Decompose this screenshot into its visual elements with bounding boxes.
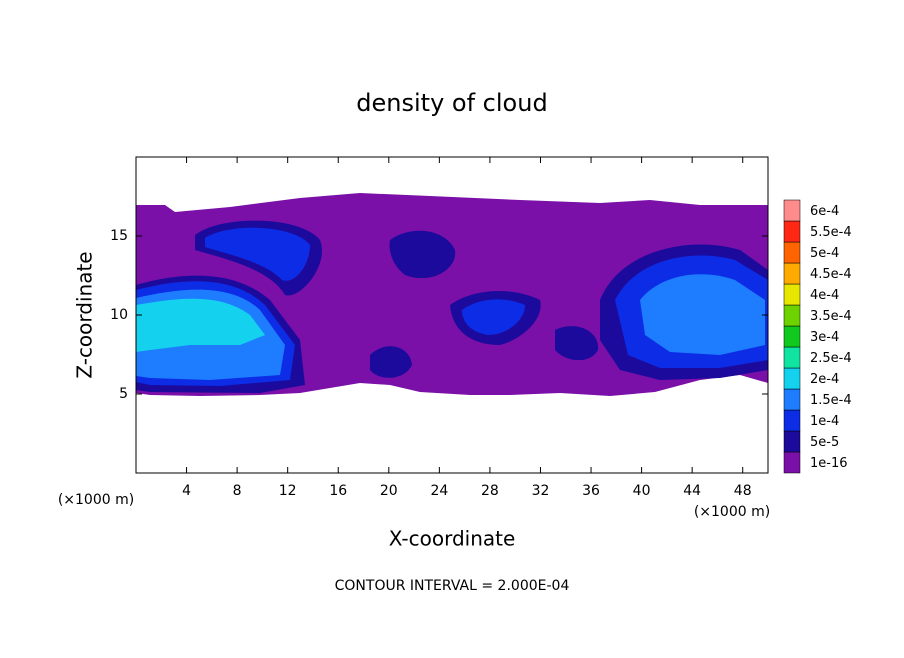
x-tick-label: 44 bbox=[683, 483, 701, 499]
field-region bbox=[370, 346, 412, 378]
colorbar-swatch bbox=[783, 262, 801, 285]
field-region bbox=[205, 227, 310, 281]
x-tick-label: 12 bbox=[279, 483, 297, 499]
field-region bbox=[640, 274, 765, 355]
colorbar-label: 4e-4 bbox=[810, 288, 839, 303]
x-tick-label: 16 bbox=[329, 483, 347, 499]
colorbar-label: 1.5e-4 bbox=[810, 393, 852, 408]
x-tick-label: 40 bbox=[633, 483, 651, 499]
colorbar-swatch bbox=[783, 367, 801, 390]
y-tick-label: 10 bbox=[110, 307, 128, 323]
colorbar-label: 3.5e-4 bbox=[810, 309, 852, 324]
colorbar-swatch bbox=[783, 388, 801, 411]
colorbar-label: 5.5e-4 bbox=[810, 225, 852, 240]
field-region bbox=[136, 298, 265, 352]
x-axis-label: X-coordinate bbox=[389, 527, 516, 551]
x-tick-label: 8 bbox=[233, 483, 242, 499]
y-tick-label: 15 bbox=[110, 228, 128, 244]
colorbar-swatch bbox=[783, 346, 801, 369]
colorbar-label: 3e-4 bbox=[810, 330, 839, 345]
y-axis-label: Z-coordinate bbox=[73, 251, 97, 378]
contour-field bbox=[136, 193, 768, 396]
x-tick-label: 4 bbox=[182, 483, 191, 499]
x-tick-label: 20 bbox=[380, 483, 398, 499]
colorbar-label: 2e-4 bbox=[810, 372, 839, 387]
chart-title: density of cloud bbox=[356, 89, 547, 117]
colorbar-swatch bbox=[783, 409, 801, 432]
colorbar-swatch bbox=[783, 199, 801, 222]
field-region bbox=[389, 230, 456, 279]
colorbar-swatch bbox=[783, 451, 801, 474]
colorbar-label: 6e-4 bbox=[810, 204, 839, 219]
colorbar-swatch bbox=[783, 430, 801, 453]
x-tick-label: 24 bbox=[430, 483, 448, 499]
colorbar-swatch bbox=[783, 220, 801, 243]
colorbar-label: 4.5e-4 bbox=[810, 267, 852, 282]
x-tick-label: 36 bbox=[582, 483, 600, 499]
colorbar-label: 5e-5 bbox=[810, 435, 839, 450]
field-region bbox=[462, 299, 525, 335]
colorbar-label: 5e-4 bbox=[810, 246, 839, 261]
colorbar-swatch bbox=[783, 283, 801, 306]
colorbar-swatch bbox=[783, 304, 801, 327]
colorbar-label: 2.5e-4 bbox=[810, 351, 852, 366]
x-tick-label: 28 bbox=[481, 483, 499, 499]
y-unit-label: (×1000 m) bbox=[58, 492, 134, 508]
x-unit-label: (×1000 m) bbox=[694, 504, 770, 520]
colorbar-swatch bbox=[783, 325, 801, 348]
colorbar-label: 1e-16 bbox=[810, 456, 848, 471]
field-region bbox=[555, 326, 599, 361]
colorbar-swatch bbox=[783, 241, 801, 264]
contour-note: CONTOUR INTERVAL = 2.000E-04 bbox=[335, 578, 570, 594]
colorbar-label: 1e-4 bbox=[810, 414, 839, 429]
x-tick-label: 48 bbox=[734, 483, 752, 499]
x-tick-label: 32 bbox=[532, 483, 550, 499]
y-tick-label: 5 bbox=[119, 386, 128, 402]
